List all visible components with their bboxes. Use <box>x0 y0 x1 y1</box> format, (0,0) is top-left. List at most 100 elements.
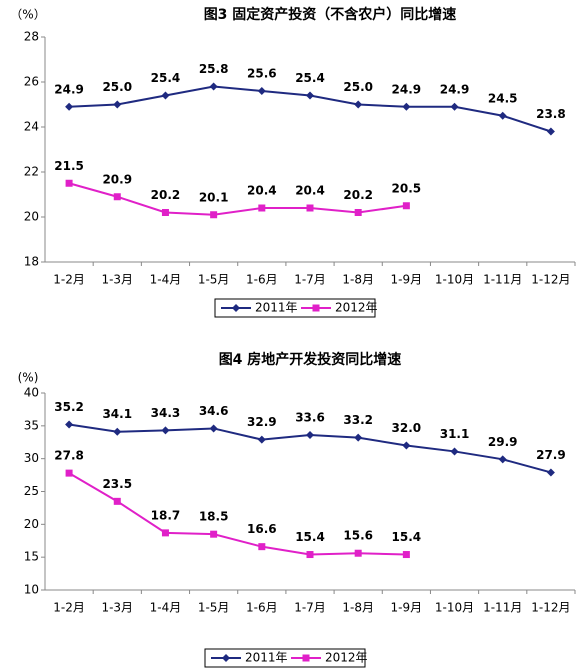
marker <box>209 424 218 433</box>
marker <box>209 82 218 91</box>
x-tick-label: 1-3月 <box>101 601 133 615</box>
data-label: 33.2 <box>343 413 373 427</box>
x-tick-label: 1-10月 <box>435 273 474 287</box>
x-tick-label: 1-6月 <box>246 601 278 615</box>
data-label: 29.9 <box>488 435 518 449</box>
marker <box>113 100 122 109</box>
data-label: 24.9 <box>440 82 470 96</box>
x-tick-label: 1-7月 <box>294 273 326 287</box>
data-label: 15.4 <box>392 530 422 544</box>
data-label: 20.4 <box>295 184 325 198</box>
marker <box>65 179 73 187</box>
x-tick-label: 1-5月 <box>198 601 230 615</box>
marker <box>498 455 507 464</box>
data-label: 25.0 <box>102 80 132 94</box>
x-tick-label: 1-9月 <box>391 601 423 615</box>
data-label: 20.2 <box>151 188 181 202</box>
x-tick-label: 1-11月 <box>483 601 522 615</box>
y-tick-label: 24 <box>24 120 39 134</box>
x-tick-label: 1-2月 <box>53 273 85 287</box>
marker <box>258 204 266 212</box>
marker <box>312 304 320 312</box>
data-label: 25.0 <box>343 80 373 94</box>
data-label: 32.9 <box>247 415 277 429</box>
marker <box>546 127 555 136</box>
marker <box>402 102 411 111</box>
series-line <box>68 472 407 556</box>
data-label: 23.5 <box>102 477 132 491</box>
data-label: 34.3 <box>151 406 181 420</box>
x-tick-label: 1-5月 <box>198 273 230 287</box>
x-tick-label: 1-4月 <box>150 273 182 287</box>
data-label: 18.5 <box>199 510 229 524</box>
marker <box>113 427 122 436</box>
data-label: 23.8 <box>536 107 566 121</box>
data-label: 24.5 <box>488 91 518 105</box>
marker <box>232 304 240 312</box>
x-tick-label: 1-4月 <box>150 601 182 615</box>
y-axis-label: （%） <box>10 8 45 22</box>
data-label: 20.9 <box>102 172 132 186</box>
marker <box>210 530 218 538</box>
x-tick-label: 1-7月 <box>294 601 326 615</box>
legend-box <box>204 648 366 668</box>
data-label: 18.7 <box>151 508 181 522</box>
marker <box>402 202 410 210</box>
y-tick-label: 15 <box>24 550 39 564</box>
y-axis-label: (%) <box>18 371 39 385</box>
data-label: 20.2 <box>343 188 373 202</box>
marker <box>210 211 218 219</box>
x-tick-label: 1-12月 <box>531 601 570 615</box>
marker <box>257 435 266 444</box>
marker <box>306 204 314 212</box>
marker <box>354 433 363 442</box>
data-label: 21.5 <box>54 159 84 173</box>
marker <box>306 91 314 100</box>
marker <box>113 193 121 201</box>
x-tick-label: 1-6月 <box>246 273 278 287</box>
data-label: 25.4 <box>295 71 325 85</box>
marker <box>402 551 410 559</box>
marker <box>354 100 363 109</box>
marker <box>402 441 411 450</box>
data-label: 20.1 <box>199 190 229 204</box>
legend-box <box>214 298 376 318</box>
data-label: 20.5 <box>392 181 422 195</box>
data-label: 15.6 <box>343 529 373 543</box>
marker <box>113 497 121 505</box>
y-tick-label: 20 <box>24 210 39 224</box>
marker <box>258 543 266 551</box>
y-tick-label: 40 <box>24 386 39 400</box>
chart-title: 图3 固定资产投资（不含农户）同比增速 <box>204 6 457 23</box>
y-tick-label: 20 <box>24 517 39 531</box>
data-label: 15.4 <box>295 530 325 544</box>
data-label: 27.8 <box>54 449 84 463</box>
marker <box>65 102 74 111</box>
data-label: 25.8 <box>199 62 229 76</box>
marker <box>302 654 310 662</box>
x-tick-label: 1-8月 <box>342 601 374 615</box>
marker <box>222 654 230 662</box>
y-tick-label: 18 <box>24 255 39 269</box>
data-label: 35.2 <box>54 400 84 414</box>
y-tick-label: 28 <box>24 30 39 44</box>
marker <box>306 431 314 440</box>
data-label: 20.4 <box>247 184 277 198</box>
legend-label: 2012年 <box>335 301 378 315</box>
marker <box>498 111 507 120</box>
data-label: 27.9 <box>536 448 566 462</box>
marker <box>161 209 169 216</box>
marker <box>306 551 314 559</box>
marker <box>257 87 266 95</box>
marker <box>354 549 362 557</box>
x-tick-label: 1-8月 <box>342 273 374 287</box>
legend-label: 2012年 <box>325 651 368 665</box>
data-label: 33.6 <box>295 411 325 425</box>
marker <box>450 102 459 111</box>
data-label: 16.6 <box>247 522 277 536</box>
marker <box>65 420 74 429</box>
data-label: 34.6 <box>199 404 229 418</box>
y-tick-label: 22 <box>24 165 39 179</box>
legend-label: 2011年 <box>245 651 288 665</box>
